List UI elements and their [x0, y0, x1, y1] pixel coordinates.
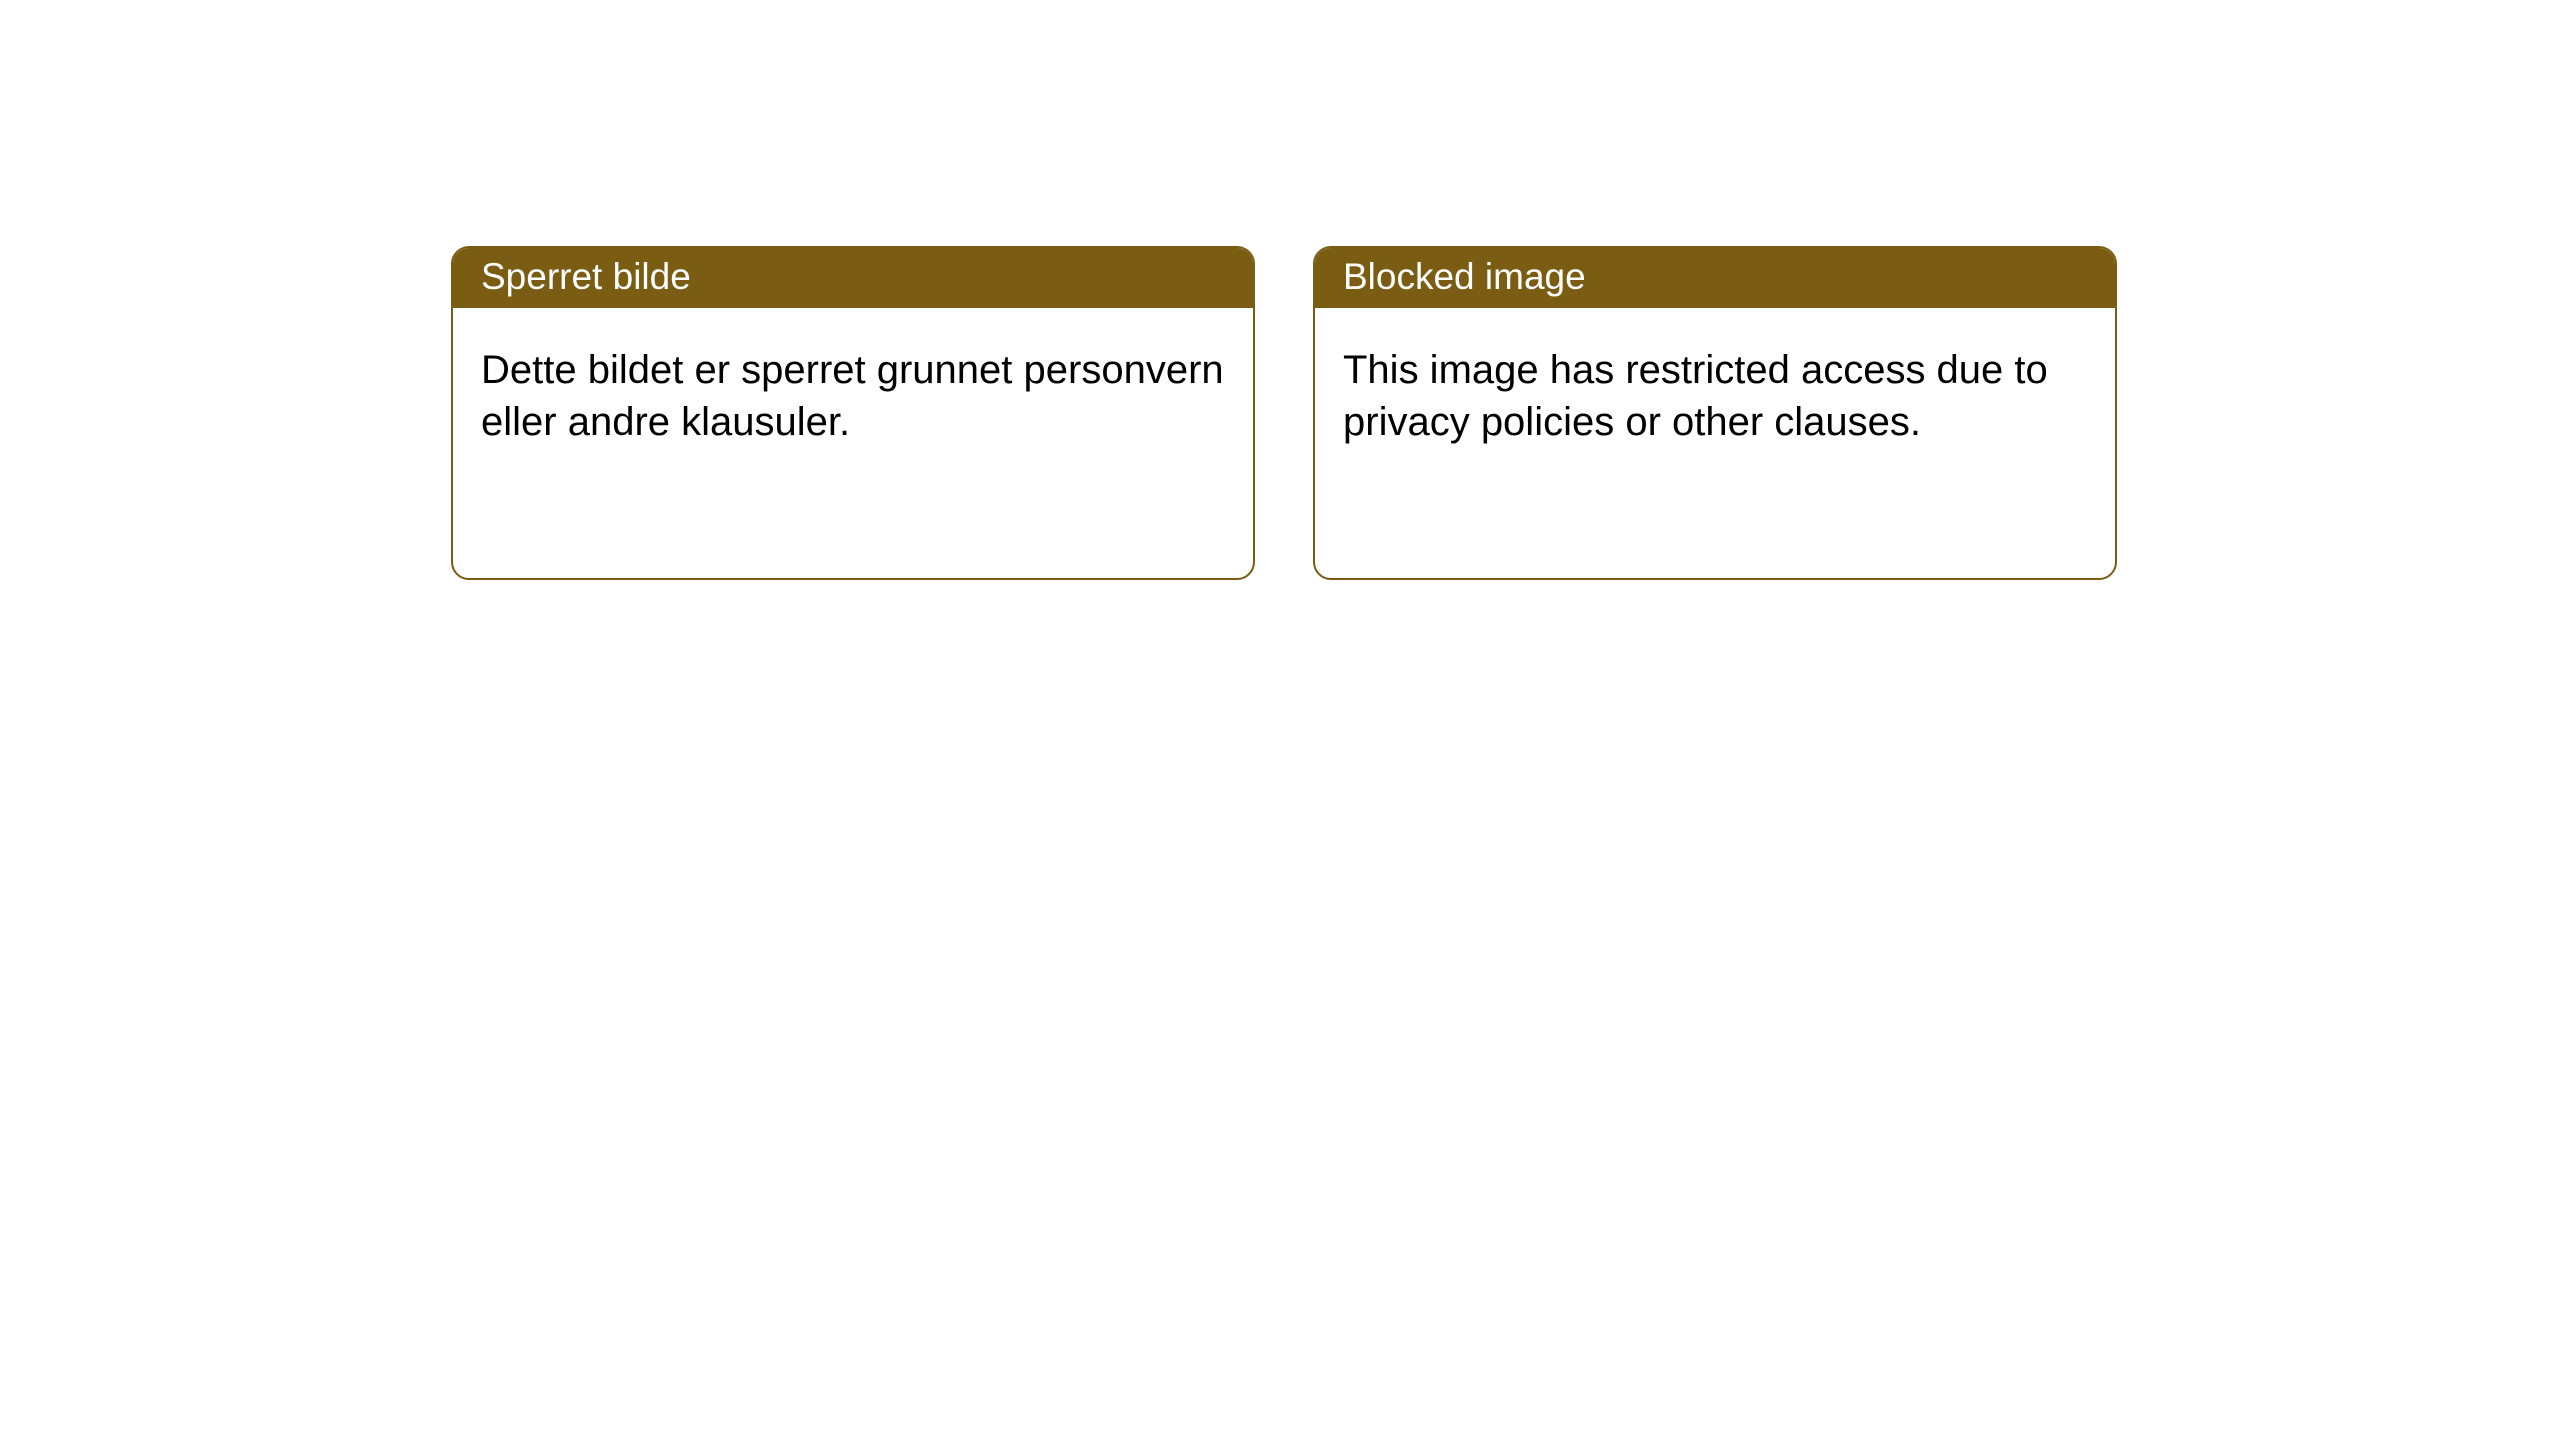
notice-body: Dette bildet er sperret grunnet personve…	[453, 308, 1253, 476]
notice-card-english: Blocked image This image has restricted …	[1313, 246, 2117, 580]
notice-body: This image has restricted access due to …	[1315, 308, 2115, 476]
notice-title: Blocked image	[1315, 248, 2115, 308]
notice-container: Sperret bilde Dette bildet er sperret gr…	[0, 0, 2560, 580]
notice-title: Sperret bilde	[453, 248, 1253, 308]
notice-card-norwegian: Sperret bilde Dette bildet er sperret gr…	[451, 246, 1255, 580]
